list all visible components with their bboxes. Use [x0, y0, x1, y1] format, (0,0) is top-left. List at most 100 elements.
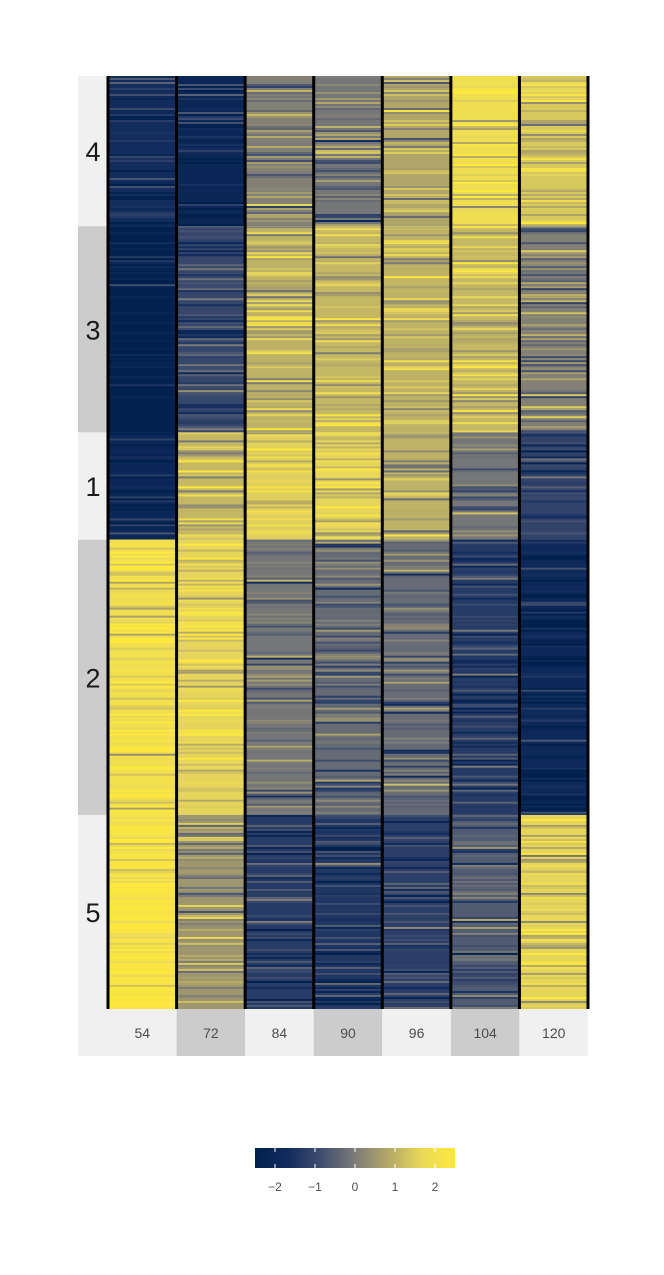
heatmap-row-line	[245, 858, 314, 861]
heatmap-row-line	[245, 719, 314, 722]
heatmap-row-line	[176, 854, 246, 857]
heatmap-row-line	[313, 994, 383, 997]
heatmap-row-line	[176, 639, 246, 642]
heatmap-row-line	[108, 555, 177, 558]
heatmap-row-line	[313, 246, 383, 249]
heatmap-row-line	[450, 878, 520, 881]
heatmap-row-line	[313, 559, 383, 562]
heatmap-row-line	[450, 719, 520, 722]
heatmap-row-line	[176, 252, 246, 255]
heatmap-row-line	[176, 980, 246, 983]
heatmap-row-line	[382, 310, 451, 313]
heatmap-row-line	[176, 534, 246, 537]
heatmap-row-line	[108, 298, 177, 301]
heatmap-row-line	[313, 188, 383, 190]
heatmap-row-line	[176, 842, 246, 845]
heatmap-row-line	[245, 214, 314, 216]
heatmap-row-line	[313, 162, 383, 164]
heatmap-row-line	[108, 840, 177, 843]
heatmap-row-line	[450, 757, 520, 760]
heatmap-row-line	[108, 729, 177, 732]
heatmap-row-line	[245, 683, 314, 686]
heatmap-row-line	[245, 322, 314, 325]
heatmap-row-line	[108, 262, 177, 265]
heatmap-row-line	[519, 719, 588, 722]
heatmap-row-line	[382, 920, 451, 923]
heatmap-row-line	[450, 484, 520, 487]
heatmap-row-line	[108, 432, 177, 435]
heatmap-row-line	[382, 360, 451, 363]
heatmap-row-line	[450, 512, 520, 515]
heatmap-row-line	[245, 162, 314, 164]
heatmap-row-line	[450, 372, 520, 375]
heatmap-row-line	[313, 850, 383, 853]
heatmap-row-line	[245, 864, 314, 867]
heatmap-row-line	[313, 474, 383, 477]
heatmap-row-line	[519, 749, 588, 752]
heatmap-row-line	[382, 298, 451, 301]
heatmap-row-line	[108, 623, 177, 626]
heatmap-row-line	[108, 651, 177, 654]
heatmap-row-line	[450, 374, 520, 377]
heatmap-row-line	[108, 186, 177, 188]
heatmap-row-line	[176, 563, 246, 566]
heatmap-row-line	[519, 266, 588, 269]
heatmap-row-line	[519, 739, 588, 742]
heatmap-row-line	[245, 152, 314, 154]
heatmap-row-line	[108, 539, 177, 542]
heatmap-row-line	[450, 338, 520, 341]
heatmap-row-line	[176, 693, 246, 696]
heatmap-row-line	[450, 968, 520, 971]
heatmap-row-line	[382, 436, 451, 439]
heatmap-row-line	[245, 394, 314, 397]
heatmap-row-line	[108, 846, 177, 849]
heatmap-row-line	[245, 547, 314, 550]
heatmap-row-line	[176, 522, 246, 525]
heatmap-row-line	[245, 605, 314, 608]
heatmap-row-line	[450, 140, 520, 142]
heatmap-row-line	[176, 581, 246, 584]
heatmap-row-line	[450, 655, 520, 658]
heatmap-row-line	[176, 470, 246, 473]
heatmap-row-line	[382, 807, 451, 810]
heatmap-row-line	[519, 615, 588, 618]
heatmap-row-line	[313, 972, 383, 975]
heatmap-row-line	[450, 922, 520, 925]
heatmap-row-line	[519, 450, 588, 453]
heatmap-row-line	[245, 577, 314, 580]
heatmap-row-line	[313, 563, 383, 566]
heatmap-row-line	[176, 278, 246, 281]
heatmap-row-line	[313, 705, 383, 708]
heatmap-row-line	[176, 719, 246, 722]
heatmap-row-line	[245, 486, 314, 489]
heatmap-row-line	[245, 811, 314, 814]
heatmap-row-line	[313, 228, 383, 231]
heatmap-row-line	[245, 575, 314, 578]
heatmap-row-line	[176, 936, 246, 939]
heatmap-row-line	[382, 210, 451, 212]
heatmap-row-line	[313, 856, 383, 859]
heatmap-row-line	[519, 284, 588, 287]
heatmap-row-line	[382, 960, 451, 963]
heatmap-row-line	[519, 655, 588, 658]
heatmap-row-line	[245, 300, 314, 303]
heatmap-row-line	[450, 707, 520, 710]
heatmap-row-line	[245, 408, 314, 411]
heatmap-row-line	[245, 573, 314, 576]
heatmap-row-line	[176, 960, 246, 963]
heatmap-row-line	[245, 615, 314, 618]
heatmap-row-line	[245, 316, 314, 319]
heatmap-row-line	[108, 82, 177, 84]
heatmap-row-line	[108, 739, 177, 742]
heatmap-row-line	[450, 958, 520, 961]
heatmap-row-line	[176, 1000, 246, 1003]
heatmap-row-line	[519, 932, 588, 935]
heatmap-row-line	[176, 204, 246, 206]
heatmap-row-line	[313, 623, 383, 626]
heatmap-row-line	[450, 456, 520, 459]
heatmap-row-line	[176, 801, 246, 804]
heatmap-row-line	[519, 633, 588, 636]
heatmap-row-line	[519, 370, 588, 373]
heatmap-row-line	[382, 896, 451, 899]
heatmap-row-line	[519, 280, 588, 283]
